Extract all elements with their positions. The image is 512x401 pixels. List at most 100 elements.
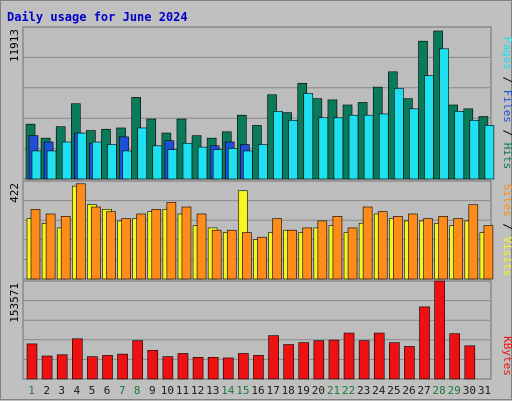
bar-pages-day-23 — [363, 114, 374, 180]
x-tick-day-25: 25 — [387, 384, 400, 397]
legend-kbytes: KBytes — [501, 336, 512, 376]
bar-sites-day-3 — [60, 215, 71, 280]
bar-sites-day-5 — [91, 206, 101, 280]
bar-sites-day-31 — [483, 225, 494, 280]
x-tick-day-16: 16 — [251, 384, 264, 397]
bar-kbytes-day-2 — [41, 355, 53, 380]
x-tick-day-11: 11 — [176, 384, 189, 397]
x-tick-day-3: 3 — [58, 384, 65, 397]
bar-pages-day-7 — [122, 150, 132, 180]
bar-sites-day-22 — [347, 227, 358, 280]
bar-kbytes-day-29 — [449, 333, 461, 380]
bar-kbytes-day-24 — [373, 332, 385, 380]
bar-sites-day-1 — [30, 209, 41, 280]
bar-kbytes-day-19 — [298, 342, 310, 380]
bar-sites-day-28 — [438, 215, 448, 280]
bar-sites-day-23 — [362, 206, 373, 280]
bar-pages-day-11 — [182, 142, 193, 180]
x-tick-day-1: 1 — [28, 384, 35, 397]
bar-sites-day-15 — [242, 232, 252, 280]
bar-pages-day-12 — [197, 146, 208, 180]
bar-kbytes-day-10 — [162, 356, 174, 380]
side-legend-1: Pages / Files / Hits — [501, 37, 512, 170]
bar-sites-day-30 — [468, 204, 479, 280]
bar-pages-day-2 — [46, 150, 57, 180]
x-tick-day-19: 19 — [297, 384, 310, 397]
legend-visits: Visits — [501, 237, 512, 277]
x-tick-day-8: 8 — [134, 384, 141, 397]
side-legend-2: Sites / Visits — [501, 184, 512, 277]
bar-kbytes-day-30 — [464, 345, 476, 380]
bar-pages-day-1 — [31, 150, 42, 180]
bar-kbytes-day-8 — [132, 340, 143, 380]
bar-kbytes-day-5 — [87, 356, 98, 380]
bar-pages-day-17 — [273, 111, 283, 180]
bar-kbytes-day-21 — [328, 339, 340, 380]
bar-sites-day-16 — [257, 236, 267, 280]
bar-sites-day-8 — [136, 213, 146, 280]
bar-sites-day-13 — [211, 229, 222, 280]
x-tick-day-13: 13 — [206, 384, 219, 397]
bar-kbytes-day-13 — [207, 357, 219, 380]
bar-sites-day-10 — [166, 202, 177, 280]
bar-pages-day-9 — [152, 145, 163, 180]
bar-kbytes-day-3 — [56, 354, 68, 380]
bar-sites-day-25 — [393, 215, 403, 280]
x-tick-day-17: 17 — [266, 384, 279, 397]
bar-sites-day-18 — [287, 229, 297, 280]
bar-kbytes-day-27 — [419, 306, 430, 380]
bar-pages-day-16 — [258, 144, 268, 180]
bar-kbytes-day-11 — [177, 353, 189, 380]
x-tick-day-29: 29 — [448, 384, 461, 397]
bar-kbytes-day-20 — [313, 340, 325, 380]
bar-pages-day-4 — [76, 132, 87, 180]
x-tick-day-15: 15 — [236, 384, 249, 397]
chart-title: Daily usage for June 2024 — [7, 10, 188, 24]
bar-sites-day-4 — [75, 183, 86, 280]
bar-pages-day-31 — [484, 125, 495, 180]
x-tick-day-12: 12 — [191, 384, 204, 397]
legend-pages: Pages — [501, 37, 512, 70]
bar-kbytes-day-23 — [358, 340, 370, 380]
bar-kbytes-day-1 — [26, 343, 38, 380]
x-tick-day-23: 23 — [357, 384, 370, 397]
bar-pages-day-24 — [378, 113, 389, 180]
bar-pages-day-25 — [394, 88, 404, 180]
bar-sites-day-21 — [332, 215, 343, 280]
bar-kbytes-day-22 — [343, 332, 355, 380]
bar-sites-day-14 — [226, 229, 237, 280]
bar-kbytes-day-15 — [238, 353, 249, 380]
x-tick-day-28: 28 — [433, 384, 446, 397]
legend-sites: Sites — [501, 184, 512, 217]
bar-pages-day-30 — [469, 120, 480, 180]
x-tick-day-31: 31 — [478, 384, 491, 397]
bar-sites-day-24 — [377, 211, 388, 280]
bar-kbytes-day-18 — [283, 344, 294, 380]
x-tick-day-9: 9 — [149, 384, 156, 397]
x-tick-day-20: 20 — [312, 384, 325, 397]
bar-kbytes-day-4 — [71, 338, 83, 380]
bar-pages-day-8 — [137, 127, 147, 180]
legend-files: Files — [501, 90, 512, 123]
x-tick-day-22: 22 — [342, 384, 355, 397]
x-tick-day-2: 2 — [43, 384, 50, 397]
x-tick-day-21: 21 — [327, 384, 340, 397]
bar-kbytes-day-9 — [147, 349, 159, 380]
bar-pages-day-14 — [227, 148, 238, 180]
legend-hits: Hits — [501, 143, 512, 170]
bar-kbytes-day-25 — [389, 342, 400, 380]
bar-pages-day-18 — [288, 120, 298, 180]
bar-sites-day-27 — [423, 218, 433, 280]
bar-pages-day-6 — [107, 144, 117, 180]
bar-kbytes-day-28 — [434, 280, 445, 380]
bar-pages-day-5 — [92, 141, 102, 180]
bar-pages-day-21 — [333, 117, 344, 180]
bar-sites-day-2 — [45, 213, 56, 280]
bar-sites-day-11 — [181, 206, 192, 280]
bar-pages-day-10 — [167, 149, 178, 180]
bar-kbytes-day-14 — [222, 357, 234, 380]
bar-kbytes-day-6 — [102, 355, 113, 380]
x-tick-day-10: 10 — [161, 384, 174, 397]
bar-pages-day-27 — [424, 75, 434, 180]
